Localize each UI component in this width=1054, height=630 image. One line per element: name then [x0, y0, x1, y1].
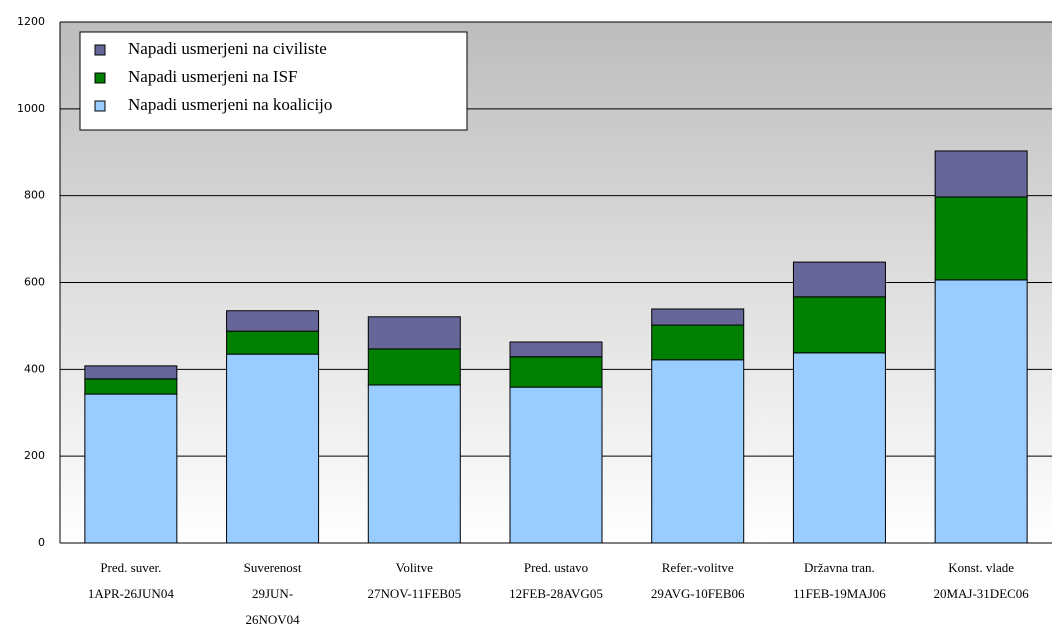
bar-segment: [226, 310, 320, 332]
legend-swatch: [94, 44, 106, 56]
x-tick-label: Suverenost: [244, 560, 302, 575]
bar-segment: [934, 279, 1028, 544]
bar-segment: [934, 196, 1028, 281]
y-tick-label: 0: [38, 536, 45, 549]
y-tick-label: 400: [24, 362, 45, 375]
bar-segment: [367, 384, 461, 544]
bar-segment: [84, 393, 178, 544]
legend-swatch: [94, 72, 106, 84]
bar-segment: [509, 356, 603, 388]
x-tick-label: Konst. vlade: [948, 560, 1014, 575]
bar-segment: [509, 386, 603, 544]
bar-segment: [651, 359, 745, 544]
bar-segment: [792, 261, 886, 298]
x-tick-label: 1APR-26JUN04: [88, 586, 174, 601]
bar-segment: [226, 353, 320, 544]
x-tick-label: 26NOV04: [245, 612, 300, 627]
x-tick-label: 11FEB-19MAJ06: [793, 586, 886, 601]
bar-segment: [84, 365, 178, 380]
x-tick-label: Pred. ustavo: [524, 560, 588, 575]
bar-segment: [226, 330, 320, 355]
legend-box: [79, 31, 468, 131]
bar-segment: [934, 150, 1028, 198]
x-tick-label: 29AVG-10FEB06: [651, 586, 745, 601]
x-tick-label: 27NOV-11FEB05: [367, 586, 461, 601]
legend-swatch: [94, 100, 106, 112]
bar-segment: [84, 378, 178, 395]
bar-segment: [367, 348, 461, 386]
x-tick-label: 12FEB-28AVG05: [509, 586, 603, 601]
y-tick-label: 800: [24, 189, 45, 202]
y-tick-label: 200: [24, 449, 45, 462]
legend-label: Napadi usmerjeni na civiliste: [128, 39, 327, 58]
x-tick-label: 20MAJ-31DEC06: [933, 586, 1029, 601]
x-tick-label: Državna tran.: [804, 560, 875, 575]
bar-segment: [651, 324, 745, 361]
bar-segment: [651, 308, 745, 326]
bar-segment: [792, 296, 886, 354]
x-tick-label: 29JUN-: [252, 586, 293, 601]
y-tick-label: 1000: [17, 102, 45, 115]
bar-segment: [509, 341, 603, 358]
legend-label: Napadi usmerjeni na ISF: [128, 67, 298, 86]
x-tick-label: Pred. suver.: [100, 560, 161, 575]
y-tick-label: 600: [24, 276, 45, 289]
bar-segment: [792, 352, 886, 544]
x-tick-label: Refer.-volitve: [662, 560, 734, 575]
y-tick-label: 1200: [17, 15, 45, 28]
legend-label: Napadi usmerjeni na koalicijo: [128, 95, 332, 114]
bar-segment: [367, 316, 461, 350]
x-tick-label: Volitve: [396, 560, 434, 575]
